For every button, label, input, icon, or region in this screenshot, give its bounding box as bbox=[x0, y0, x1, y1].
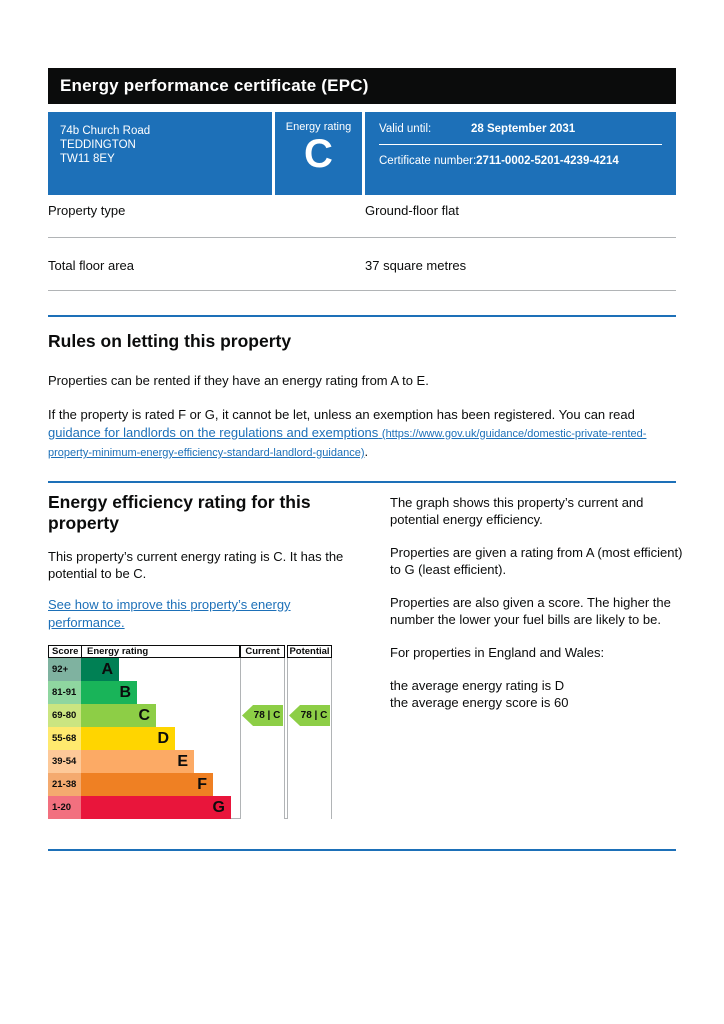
rating-scale-text: Properties are given a rating from A (mo… bbox=[390, 545, 683, 577]
improve-performance-link[interactable]: See how to improve this property’s energ… bbox=[48, 597, 291, 630]
rules-paragraph-1: Properties can be rented if they have an… bbox=[48, 373, 429, 388]
floor-area-label: Total floor area bbox=[48, 258, 134, 273]
epc-score-range: 55-68 bbox=[48, 727, 81, 750]
epc-band-row-c: 69-80 C bbox=[48, 704, 240, 727]
england-wales-text: For properties in England and Wales: bbox=[390, 645, 605, 660]
epc-score-range: 92+ bbox=[48, 658, 81, 681]
landlord-guidance-link-url[interactable]: (https://www.gov.uk/guidance/domestic-pr… bbox=[48, 427, 647, 460]
epc-score-range: 39-54 bbox=[48, 750, 81, 773]
property-type-label: Property type bbox=[48, 203, 126, 218]
valid-until-value: 28 September 2031 bbox=[471, 123, 576, 135]
landlord-guidance-link-text[interactable]: guidance for landlords on the regulation… bbox=[48, 424, 379, 440]
current-column: 78 | C bbox=[240, 645, 285, 819]
potential-column: 78 | C bbox=[287, 645, 332, 819]
energy-rating-value: C bbox=[304, 132, 333, 176]
epc-score-range: 21-38 bbox=[48, 773, 81, 796]
energy-rating-chart: 78 | C 78 | C Score Energy rating Curren… bbox=[48, 645, 332, 819]
epc-band-bar: F bbox=[81, 773, 213, 796]
potential-column-header: Potential bbox=[287, 645, 332, 658]
average-rating-text: the average energy rating is D bbox=[390, 678, 565, 693]
epc-band-bar: G bbox=[81, 796, 231, 819]
certificate-title-bar: Energy performance certificate (EPC) bbox=[48, 68, 676, 104]
certificate-number-value: 2711-0002-5201-4239-4214 bbox=[476, 155, 619, 167]
epc-band-row-a: 92+ A bbox=[48, 658, 240, 681]
address-line-2: TEDDINGTON bbox=[60, 139, 136, 151]
rules-paragraph-2-text: If the property is rated F or G, it cann… bbox=[48, 407, 635, 422]
epc-score-range: 1-20 bbox=[48, 796, 81, 819]
validity-box: Valid until: 28 September 2031 Certifica… bbox=[365, 112, 676, 195]
floor-area-value: 37 square metres bbox=[365, 258, 467, 273]
graph-explanation-text: The graph shows this property’s current … bbox=[390, 495, 644, 527]
certificate-number-label: Certificate number: bbox=[379, 155, 477, 167]
rating-explanation-column: The graph shows this property’s current … bbox=[390, 494, 690, 711]
banner-divider bbox=[379, 144, 662, 145]
potential-rating-value: 78 | C bbox=[300, 710, 328, 721]
address-line-1: 74b Church Road bbox=[60, 125, 151, 137]
section-divider bbox=[48, 315, 676, 317]
current-column-header: Current bbox=[240, 645, 285, 658]
epc-band-bar: B bbox=[81, 681, 137, 704]
score-column-header: Score bbox=[49, 646, 82, 657]
rules-heading: Rules on letting this property bbox=[48, 331, 292, 351]
epc-band-row-g: 1-20 G bbox=[48, 796, 240, 819]
score-explanation-text: Properties are also given a score. The h… bbox=[390, 595, 671, 627]
address-line-3: TW11 8EY bbox=[60, 153, 115, 165]
rating-summary-text: This property’s current energy rating is… bbox=[48, 549, 344, 581]
epc-band-row-b: 81-91 B bbox=[48, 681, 240, 704]
epc-band-row-e: 39-54 E bbox=[48, 750, 240, 773]
epc-band-row-d: 55-68 D bbox=[48, 727, 240, 750]
epc-score-range: 69-80 bbox=[48, 704, 81, 727]
property-type-value: Ground-floor flat bbox=[365, 203, 459, 218]
row-divider bbox=[48, 290, 676, 291]
current-rating-value: 78 | C bbox=[253, 710, 281, 721]
property-address: 74b Church Road TEDDINGTON TW11 8EY bbox=[48, 112, 272, 195]
section-divider bbox=[48, 849, 676, 851]
rating-section-heading: Energy efficiency rating for this proper… bbox=[48, 492, 311, 533]
energy-rating-box: Energy rating C bbox=[275, 112, 362, 195]
epc-band-bar: E bbox=[81, 750, 194, 773]
epc-potential-arrow: 78 | C bbox=[289, 705, 330, 726]
energy-rating-label: Energy rating bbox=[285, 121, 352, 133]
chart-header: Score Energy rating bbox=[48, 645, 240, 658]
epc-band-bar: C bbox=[81, 704, 156, 727]
epc-band-bar: D bbox=[81, 727, 175, 750]
epc-current-arrow: 78 | C bbox=[242, 705, 283, 726]
epc-band-row-f: 21-38 F bbox=[48, 773, 240, 796]
page-title: Energy performance certificate (EPC) bbox=[60, 76, 369, 95]
landlord-guidance-link[interactable]: guidance for landlords on the regulation… bbox=[48, 425, 646, 460]
epc-band-bar: A bbox=[81, 658, 119, 681]
rules-paragraph-2: If the property is rated F or G, it cann… bbox=[48, 406, 680, 463]
section-divider bbox=[48, 481, 676, 483]
epc-score-range: 81-91 bbox=[48, 681, 81, 704]
rating-column-header: Energy rating bbox=[87, 646, 149, 657]
rules-paragraph-2-suffix: . bbox=[364, 444, 369, 459]
row-divider bbox=[48, 237, 676, 238]
valid-until-label: Valid until: bbox=[379, 123, 432, 135]
certificate-summary-banner: 74b Church Road TEDDINGTON TW11 8EY Ener… bbox=[48, 112, 676, 195]
epc-chart-rows: 92+ A 81-91 B 69-80 C 55-68 D 39-54 E 21-38 F 1-20 G bbox=[48, 658, 240, 819]
average-score-text: the average energy score is 60 bbox=[390, 695, 569, 710]
